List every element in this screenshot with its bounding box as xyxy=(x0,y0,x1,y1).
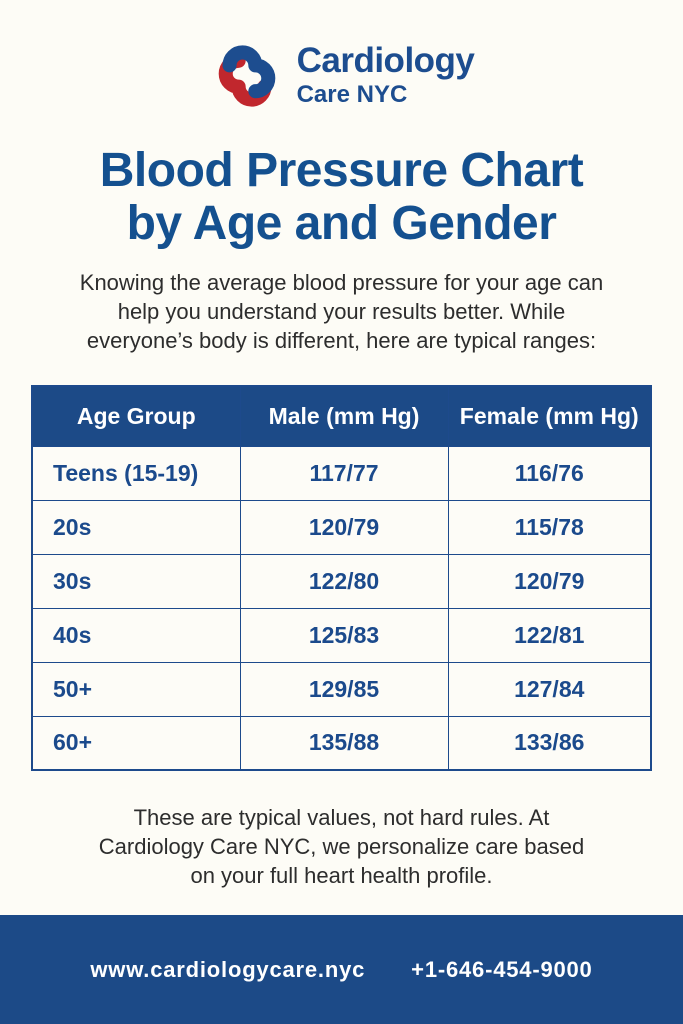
table-header-row: Age Group Male (mm Hg) Female (mm Hg) xyxy=(31,385,652,447)
page-title-line1: Blood Pressure Chart xyxy=(99,144,584,197)
cell-male: 117/77 xyxy=(239,445,449,501)
table-row: Teens (15-19) 117/77 116/76 xyxy=(31,445,652,501)
table-row: 30s 122/80 120/79 xyxy=(31,553,652,609)
cell-female: 133/86 xyxy=(447,715,652,771)
page-title: Blood Pressure Chart by Age and Gender xyxy=(0,144,683,250)
brand-wordmark: Cardiology Care NYC xyxy=(297,43,475,108)
footer-bar: www.cardiologycare.nyc +1-646-454-9000 xyxy=(0,915,683,1024)
cardiology-cross-icon xyxy=(218,45,275,107)
disclaimer-line: These are typical values, not hard rules… xyxy=(133,805,550,830)
cell-male: 122/80 xyxy=(239,553,449,609)
cell-age: 50+ xyxy=(31,661,241,717)
intro-line: help you understand your results better.… xyxy=(117,299,566,324)
disclaimer-text: These are typical values, not hard rules… xyxy=(0,803,683,890)
brand-subname: Care NYC xyxy=(296,81,408,109)
header-female: Female (mm Hg) xyxy=(447,385,652,447)
cell-age: 20s xyxy=(31,499,241,555)
cell-female: 122/81 xyxy=(447,607,652,663)
footer-phone: +1-646-454-9000 xyxy=(411,956,593,982)
cell-male: 120/79 xyxy=(239,499,449,555)
table-row: 60+ 135/88 133/86 xyxy=(31,715,652,771)
cell-female: 116/76 xyxy=(447,445,652,501)
cell-female: 115/78 xyxy=(447,499,652,555)
intro-text: Knowing the average blood pressure for y… xyxy=(0,268,683,355)
disclaimer-line: Cardiology Care NYC, we personalize care… xyxy=(98,834,585,859)
blood-pressure-table: Age Group Male (mm Hg) Female (mm Hg) Te… xyxy=(31,385,652,771)
disclaimer-line: on your full heart health profile. xyxy=(190,863,493,888)
footer-website: www.cardiologycare.nyc xyxy=(90,956,366,982)
cell-male: 125/83 xyxy=(239,607,449,663)
table-row: 40s 125/83 122/81 xyxy=(31,607,652,663)
cell-age: 60+ xyxy=(31,715,241,771)
header-male: Male (mm Hg) xyxy=(239,385,449,447)
cell-female: 120/79 xyxy=(447,553,652,609)
intro-line: everyone’s body is different, here are t… xyxy=(86,328,597,353)
cell-age: 30s xyxy=(31,553,241,609)
intro-line: Knowing the average blood pressure for y… xyxy=(79,270,604,295)
table-row: 50+ 129/85 127/84 xyxy=(31,661,652,717)
cell-female: 127/84 xyxy=(447,661,652,717)
brand-logo: Cardiology Care NYC xyxy=(0,0,683,116)
cell-male: 129/85 xyxy=(239,661,449,717)
cell-male: 135/88 xyxy=(239,715,449,771)
brand-name: Cardiology xyxy=(296,41,475,81)
header-age-group: Age Group xyxy=(31,385,241,447)
cell-age: 40s xyxy=(31,607,241,663)
page-title-line2: by Age and Gender xyxy=(126,197,557,250)
table-row: 20s 120/79 115/78 xyxy=(31,499,652,555)
cell-age: Teens (15-19) xyxy=(31,445,241,501)
